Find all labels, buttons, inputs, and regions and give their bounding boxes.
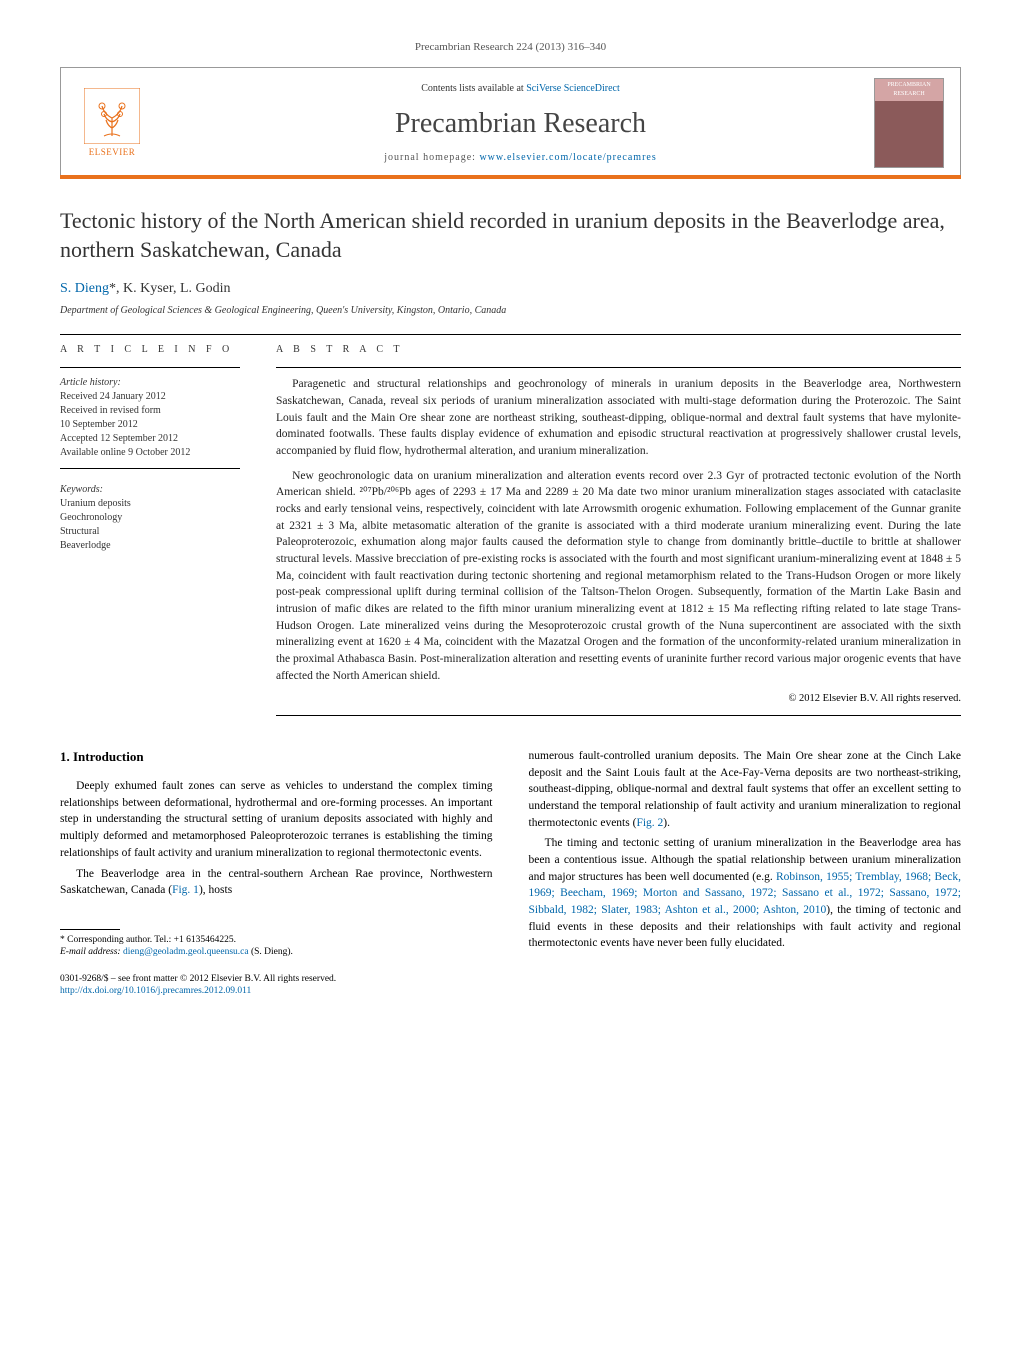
homepage-prefix: journal homepage: <box>384 152 479 163</box>
elsevier-label: ELSEVIER <box>89 146 136 159</box>
online-date: Available online 9 October 2012 <box>60 447 190 458</box>
doi-link[interactable]: http://dx.doi.org/10.1016/j.precamres.20… <box>60 986 251 996</box>
text-run: ), hosts <box>199 884 232 896</box>
sciencedirect-link[interactable]: SciVerse ScienceDirect <box>526 83 620 94</box>
contents-label: Contents lists available at SciVerse Sci… <box>167 82 874 96</box>
fig2-link[interactable]: Fig. 2 <box>636 817 663 829</box>
journal-header-box: ELSEVIER Contents lists available at Sci… <box>60 67 961 179</box>
intro-p2-cont: numerous fault-controlled uranium deposi… <box>529 748 962 831</box>
divider <box>276 367 961 368</box>
footnote-rule <box>60 929 120 930</box>
accent-bar <box>60 175 961 179</box>
revised-line1: Received in revised form <box>60 405 161 416</box>
authors-line: S. Dieng*, K. Kyser, L. Godin <box>60 279 961 299</box>
email-suffix: (S. Dieng). <box>249 947 293 957</box>
homepage-link[interactable]: www.elsevier.com/locate/precamres <box>479 152 656 163</box>
abstract-p2: New geochronologic data on uranium miner… <box>276 468 961 685</box>
author-link-dieng[interactable]: S. Dieng <box>60 281 109 296</box>
abstract-p1: Paragenetic and structural relationships… <box>276 376 961 459</box>
journal-homepage: journal homepage: www.elsevier.com/locat… <box>167 151 874 165</box>
journal-cover-thumbnail: PRECAMBRIAN RESEARCH <box>874 78 944 168</box>
divider <box>276 715 961 716</box>
accepted-date: Accepted 12 September 2012 <box>60 433 178 444</box>
text-run: numerous fault-controlled uranium deposi… <box>529 750 962 829</box>
issn-line: 0301-9268/$ – see front matter © 2012 El… <box>60 973 493 985</box>
journal-name: Precambrian Research <box>167 104 874 143</box>
corr-marker: * <box>109 281 116 296</box>
corr-author-line: * Corresponding author. Tel.: +1 6135464… <box>60 934 493 946</box>
keywords-block: Keywords: Uranium deposits Geochronology… <box>60 483 240 553</box>
text-run: ). <box>663 817 670 829</box>
email-label: E-mail address: <box>60 947 123 957</box>
article-info-label: A R T I C L E I N F O <box>60 343 240 357</box>
affiliation: Department of Geological Sciences & Geol… <box>60 304 961 318</box>
running-header: Precambrian Research 224 (2013) 316–340 <box>60 40 961 55</box>
revised-line2: 10 September 2012 <box>60 419 138 430</box>
coauthors: , K. Kyser, L. Godin <box>116 281 231 296</box>
intro-p2: The Beaverlodge area in the central-sout… <box>60 866 493 899</box>
keywords-label: Keywords: <box>60 484 103 495</box>
article-title: Tectonic history of the North American s… <box>60 207 961 264</box>
intro-p3: The timing and tectonic setting of urani… <box>529 835 962 952</box>
email-link[interactable]: dieng@geoladm.geol.queensu.ca <box>123 947 249 957</box>
keyword: Beaverlodge <box>60 540 111 551</box>
received-date: Received 24 January 2012 <box>60 391 166 402</box>
section-heading-intro: 1. Introduction <box>60 748 493 766</box>
doi-block: 0301-9268/$ – see front matter © 2012 El… <box>60 973 493 998</box>
copyright: © 2012 Elsevier B.V. All rights reserved… <box>276 692 961 707</box>
abstract-label: A B S T R A C T <box>276 343 961 357</box>
text-run: The Beaverlodge area in the central-sout… <box>60 868 493 897</box>
elsevier-tree-icon <box>84 88 140 144</box>
intro-p1: Deeply exhumed fault zones can serve as … <box>60 778 493 861</box>
corresponding-author-footnote: * Corresponding author. Tel.: +1 6135464… <box>60 934 493 959</box>
contents-prefix: Contents lists available at <box>421 83 526 94</box>
divider <box>60 468 240 469</box>
article-history: Article history: Received 24 January 201… <box>60 376 240 460</box>
keyword: Structural <box>60 526 99 537</box>
elsevier-logo: ELSEVIER <box>77 83 147 163</box>
history-label: Article history: <box>60 377 121 388</box>
keyword: Geochronology <box>60 512 122 523</box>
fig1-link[interactable]: Fig. 1 <box>172 884 199 896</box>
divider <box>60 334 961 335</box>
keyword: Uranium deposits <box>60 498 131 509</box>
divider <box>60 367 240 368</box>
